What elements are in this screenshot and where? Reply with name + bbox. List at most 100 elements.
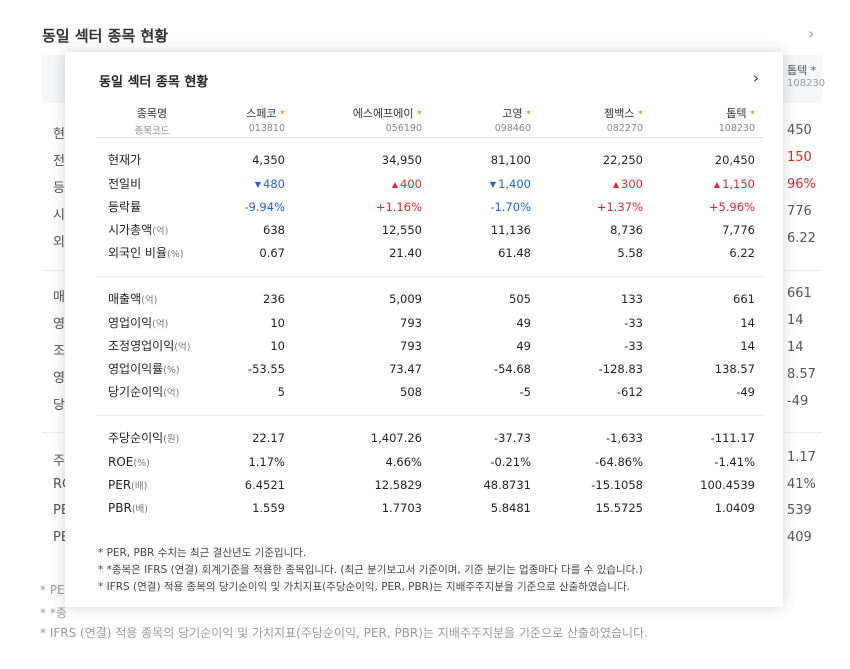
- stock-name-link[interactable]: 에스에프에이 *: [322, 105, 422, 121]
- cell-value: 793: [400, 316, 422, 330]
- stock-code: 013810: [248, 123, 285, 134]
- table-cell: 5,009: [322, 288, 422, 311]
- row-unit: (억): [152, 226, 169, 237]
- triangle-up-icon: ▲: [713, 180, 721, 189]
- bg-row-value: 96%: [787, 177, 816, 192]
- bg-row-value: 8.57: [787, 367, 816, 382]
- bg-row-value: 41%: [787, 477, 816, 492]
- row-label-text: 외국인 비율: [108, 246, 168, 260]
- stock-name[interactable]: 에스에프에이: [352, 107, 414, 120]
- cell-value: 661: [733, 292, 755, 306]
- bg-row-value: 776: [787, 204, 812, 219]
- table-cell: ▲ 400: [322, 173, 422, 196]
- bg-footnote: * PE: [40, 583, 65, 597]
- ifrs-star: *: [750, 109, 755, 120]
- chevron-right-icon[interactable]: ›: [753, 69, 759, 87]
- stock-name[interactable]: 고영: [502, 107, 523, 120]
- cell-value: -33: [624, 316, 643, 330]
- table-row: PBR(배) 1.559 1.7703 5.8481 15.5725 1.0409: [96, 497, 764, 520]
- table-cell: -0.21%: [431, 451, 531, 474]
- bg-row-label: 전: [53, 154, 65, 169]
- table-cell: 11,136: [431, 219, 531, 242]
- cell-value: 1,400: [498, 177, 531, 191]
- bg-row-value: 14: [787, 340, 804, 355]
- bg-footnote: * IFRS (연결) 적용 종목의 당기순이익 및 가치지표(주당순이익, P…: [40, 626, 648, 640]
- bg-row-label: 등: [53, 181, 65, 196]
- stock-code: 056190: [385, 123, 422, 134]
- table-cell: 10: [185, 312, 285, 335]
- table-cell: +1.16%: [322, 196, 422, 219]
- stock-name-link[interactable]: 고영 *: [431, 105, 531, 121]
- group-divider: [96, 415, 764, 416]
- triangle-down-icon: ▼: [254, 180, 262, 189]
- table-cell: -64.86%: [543, 451, 643, 474]
- table-cell: 22.17: [185, 427, 285, 450]
- triangle-down-icon: ▼: [489, 180, 497, 189]
- header-stock-2[interactable]: 고영 * 098460: [431, 96, 531, 138]
- bg-chevron-right-icon[interactable]: ›: [808, 24, 815, 43]
- row-label: ROE(%): [108, 451, 150, 474]
- cell-value: 0.67: [259, 246, 285, 260]
- table-row: 조정영업이익(억) 10 793 49 -33 14: [96, 335, 764, 358]
- header-stock-4[interactable]: 톱텍 * 108230: [655, 96, 755, 138]
- row-label: PBR(배): [108, 497, 148, 520]
- table-cell: 793: [322, 312, 422, 335]
- table-cell: 1.559: [185, 497, 285, 520]
- row-label-text: 전일비: [108, 177, 142, 191]
- row-label: PER(배): [108, 474, 147, 497]
- stock-name-link[interactable]: 스페코 *: [185, 105, 285, 121]
- table-cell: ▲ 300: [543, 173, 643, 196]
- cell-value: 61.48: [498, 246, 531, 260]
- table-cell: 14: [655, 312, 755, 335]
- stock-name-link[interactable]: 젬백스 *: [543, 105, 643, 121]
- table-cell: -54.68: [431, 358, 531, 381]
- cell-value: 22.17: [252, 431, 285, 445]
- table-cell: -1.70%: [431, 196, 531, 219]
- cell-value: 11,136: [490, 223, 531, 237]
- table-cell: 49: [431, 312, 531, 335]
- stock-name[interactable]: 톱텍: [726, 107, 747, 120]
- bg-header-name: 톱텍 *: [787, 64, 817, 77]
- bg-row-label: 주: [53, 454, 65, 469]
- table-cell: -37.73: [431, 427, 531, 450]
- cell-value: -1.70%: [490, 200, 531, 214]
- cell-value: 4.66%: [385, 455, 422, 469]
- ifrs-star: *: [417, 109, 422, 120]
- table-cell: 7,776: [655, 219, 755, 242]
- row-label-text: 현재가: [108, 153, 142, 167]
- table-row: 당기순이익(억) 5 508 -5 -612 -49: [96, 381, 764, 404]
- row-label-text: 등락률: [108, 200, 142, 214]
- cell-value: 5: [277, 385, 285, 399]
- header-stock-1[interactable]: 에스에프에이 * 056190: [322, 96, 422, 138]
- table-cell: 15.5725: [543, 497, 643, 520]
- bg-row-label: 현: [53, 127, 65, 142]
- cell-value: -128.83: [598, 362, 643, 376]
- cell-value: 81,100: [490, 153, 531, 167]
- row-label: 외국인 비율(%): [108, 242, 183, 265]
- table-cell: 1.0409: [655, 497, 755, 520]
- stock-name-link[interactable]: 톱텍 *: [655, 105, 755, 121]
- table-cell: 138.57: [655, 358, 755, 381]
- stock-name[interactable]: 스페코: [246, 107, 277, 120]
- cell-value: 21.40: [389, 246, 422, 260]
- table-cell: 81,100: [431, 149, 531, 172]
- cell-value: 1.559: [252, 501, 285, 515]
- cell-value: 1,150: [722, 177, 755, 191]
- row-label: 영업이익(억): [108, 312, 168, 335]
- stock-code: 108230: [718, 123, 755, 134]
- row-unit: (억): [174, 342, 191, 353]
- table-cell: 5.58: [543, 242, 643, 265]
- table-cell: ▼ 1,400: [431, 173, 531, 196]
- header-stock-0[interactable]: 스페코 * 013810: [185, 96, 285, 138]
- cell-value: +5.96%: [708, 200, 755, 214]
- cell-value: 5.8481: [490, 501, 531, 515]
- stock-name[interactable]: 젬백스: [604, 107, 635, 120]
- cell-value: -612: [616, 385, 643, 399]
- row-label: 시가총액(억): [108, 219, 168, 242]
- table-row: PER(배) 6.4521 12.5829 48.8731 -15.1058 100.45…: [96, 474, 764, 497]
- header-stock-3[interactable]: 젬백스 * 082270: [543, 96, 643, 138]
- cell-value: 7,776: [722, 223, 755, 237]
- row-label-text: 영업이익률: [108, 362, 164, 376]
- table-cell: -5: [431, 381, 531, 404]
- table-cell: -53.55: [185, 358, 285, 381]
